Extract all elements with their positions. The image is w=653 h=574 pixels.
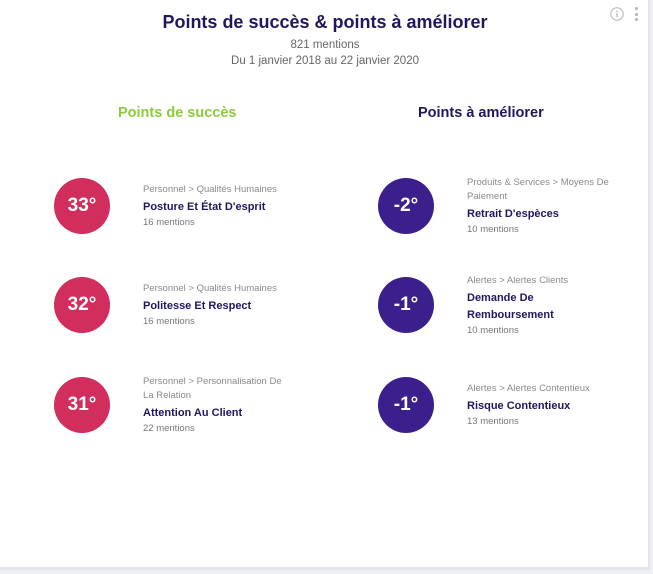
item-info: Alertes > Alertes Clients Demande De Rem…: [467, 274, 587, 336]
score-badge: -1°: [378, 377, 434, 433]
item-name: Politesse Et Respect: [143, 300, 252, 312]
score-badge: 31°: [54, 377, 110, 433]
total-mentions: 821 mentions: [290, 39, 360, 51]
item-mentions: 10 mentions: [467, 325, 519, 336]
item-info: Personnel > Qualités Humaines Posture Et…: [143, 183, 293, 228]
item-mentions: 22 mentions: [143, 423, 195, 434]
item-name: Demande De Remboursement: [467, 292, 554, 321]
card-actions: [610, 7, 638, 21]
item-mentions: 16 mentions: [143, 316, 195, 327]
item-category: Personnel > Personnalisation De La Relat…: [143, 376, 282, 401]
item-info: Alertes > Alertes Contentieux Risque Con…: [467, 382, 617, 427]
success-column-title: Points de succès: [118, 105, 237, 121]
item-category: Personnel > Qualités Humaines: [143, 283, 277, 294]
item-category: Personnel > Qualités Humaines: [143, 184, 277, 195]
item-name: Posture Et État D'esprit: [143, 201, 266, 213]
item-name: Attention Au Client: [143, 407, 243, 419]
item-category: Alertes > Alertes Clients: [467, 275, 569, 286]
item-mentions: 16 mentions: [143, 217, 195, 228]
item-category: Produits & Services > Moyens De Paiement: [467, 177, 609, 202]
item-mentions: 10 mentions: [467, 224, 519, 235]
item-name: Risque Contentieux: [467, 400, 571, 412]
item-info: Personnel > Qualités Humaines Politesse …: [143, 282, 293, 327]
item-info: Produits & Services > Moyens De Paiement…: [467, 176, 617, 235]
score-badge: -2°: [378, 178, 434, 234]
score-badge: -1°: [378, 277, 434, 333]
item-info: Personnel > Personnalisation De La Relat…: [143, 375, 293, 434]
item-mentions: 13 mentions: [467, 416, 519, 427]
date-range: Du 1 janvier 2018 au 22 janvier 2020: [231, 55, 419, 67]
card-header: Points de succès & points à améliorer 82…: [0, 10, 650, 67]
item-category: Alertes > Alertes Contentieux: [467, 383, 590, 394]
score-badge: 33°: [54, 178, 110, 234]
card-title: Points de succès & points à améliorer: [162, 12, 488, 32]
improve-column-title: Points à améliorer: [418, 105, 544, 121]
info-icon[interactable]: [610, 7, 624, 21]
score-badge: 32°: [54, 277, 110, 333]
more-vertical-icon[interactable]: [634, 7, 638, 21]
item-name: Retrait D'espèces: [467, 208, 559, 220]
